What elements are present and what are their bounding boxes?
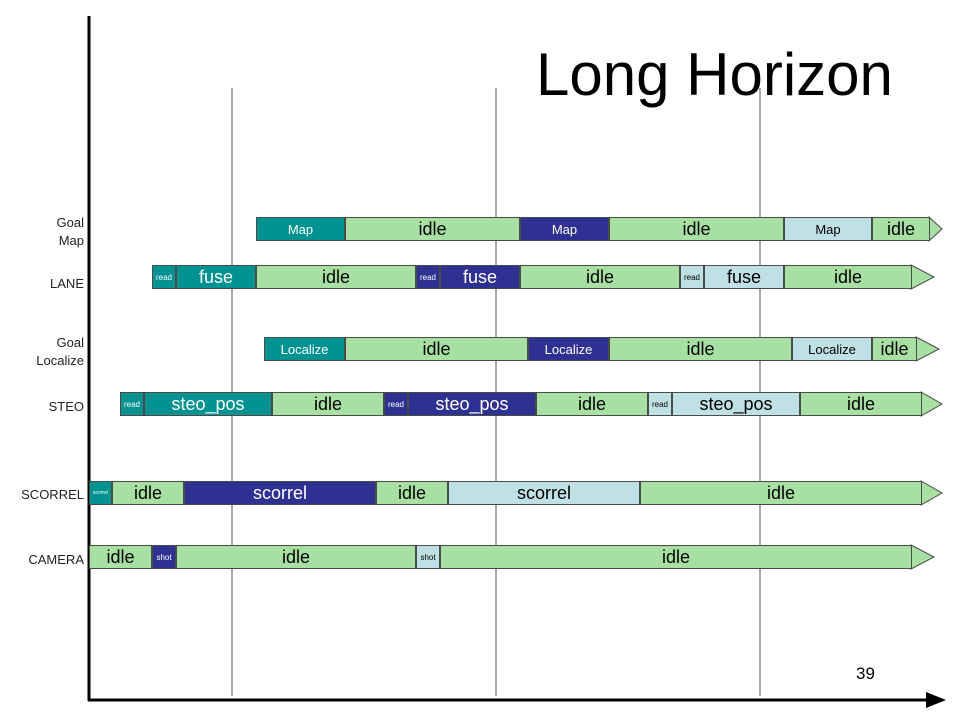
axes — [87, 16, 946, 708]
lane-segment-localize: Localize — [264, 337, 345, 361]
lane-segment-idle: idle — [112, 481, 184, 505]
lane-segment-shot: shot — [152, 545, 176, 569]
lane-label-line: Localize — [36, 353, 84, 368]
lane-label: Goal Localize — [0, 334, 84, 370]
lane-segment-idle: idle — [345, 337, 528, 361]
lane-segment-map: Map — [256, 217, 345, 241]
lane-segment-idle: idle — [376, 481, 448, 505]
page-title: Long Horizon — [536, 41, 893, 108]
lane-segment-idle: idle — [272, 392, 384, 416]
lane-label: SCORREL — [0, 486, 84, 504]
lane-label: CAMERA — [0, 551, 84, 569]
lane-segment-read: read — [680, 265, 704, 289]
lane-label: LANE — [0, 275, 84, 293]
lane-segment-idle: idle — [872, 337, 917, 361]
lane-label-line: Goal — [56, 335, 84, 350]
lane-arrowhead — [928, 215, 943, 243]
lane-segment-read: read — [384, 392, 408, 416]
lane-segment-idle: idle — [784, 265, 912, 289]
lane-segment-fuse: fuse — [176, 265, 256, 289]
lane-segment-idle: idle — [800, 392, 922, 416]
lane-segment-idle: idle — [872, 217, 930, 241]
time-axis-arrowhead — [926, 692, 946, 708]
lane-segment-fuse: fuse — [704, 265, 784, 289]
lane-segment-scorrel: scorrel — [89, 481, 112, 505]
lane-segment-idle: idle — [536, 392, 648, 416]
lane-segment-read: read — [648, 392, 672, 416]
lane-segment-shot: shot — [416, 545, 440, 569]
lane-segment-idle: idle — [89, 545, 152, 569]
lane-arrowhead — [915, 336, 941, 362]
lane-label: Goal Map — [0, 214, 84, 250]
lane-segment-idle: idle — [520, 265, 680, 289]
lane-segment-localize: Localize — [528, 337, 609, 361]
lane-label-line: SCORREL — [21, 487, 84, 502]
lane-label-line: CAMERA — [28, 552, 84, 567]
lane-arrowhead — [910, 544, 936, 570]
lane-segment-read: read — [416, 265, 440, 289]
lane-segment-map: Map — [520, 217, 609, 241]
lane-segment-idle: idle — [640, 481, 922, 505]
lane-segment-idle: idle — [609, 337, 792, 361]
lane-segment-steopos: steo_pos — [672, 392, 800, 416]
lane-arrowhead — [910, 264, 936, 290]
lane-label-line: Goal — [56, 215, 84, 230]
lane-segment-localize: Localize — [792, 337, 872, 361]
lane-segment-idle: idle — [345, 217, 520, 241]
lane-segment-fuse: fuse — [440, 265, 520, 289]
lane-label-line: STEO — [48, 399, 84, 414]
lane-label-line: LANE — [50, 276, 84, 291]
lane-label-line: Map — [58, 233, 84, 248]
lane-segment-idle: idle — [440, 545, 912, 569]
lane-segment-idle: idle — [256, 265, 416, 289]
lane-arrowhead — [920, 391, 944, 417]
lane-segment-scorrel: scorrel — [184, 481, 376, 505]
lane-segment-idle: idle — [176, 545, 416, 569]
page-number: 39 — [856, 664, 875, 683]
lane-segment-scorrel: scorrel — [448, 481, 640, 505]
lane-arrowhead — [920, 480, 944, 506]
lane-segment-steopos: steo_pos — [408, 392, 536, 416]
lane-segment-read: read — [152, 265, 176, 289]
lane-segment-read: read — [120, 392, 144, 416]
lane-segment-map: Map — [784, 217, 872, 241]
lane-label: STEO — [0, 398, 84, 416]
lane-segment-idle: idle — [609, 217, 784, 241]
lane-segment-steopos: steo_pos — [144, 392, 272, 416]
